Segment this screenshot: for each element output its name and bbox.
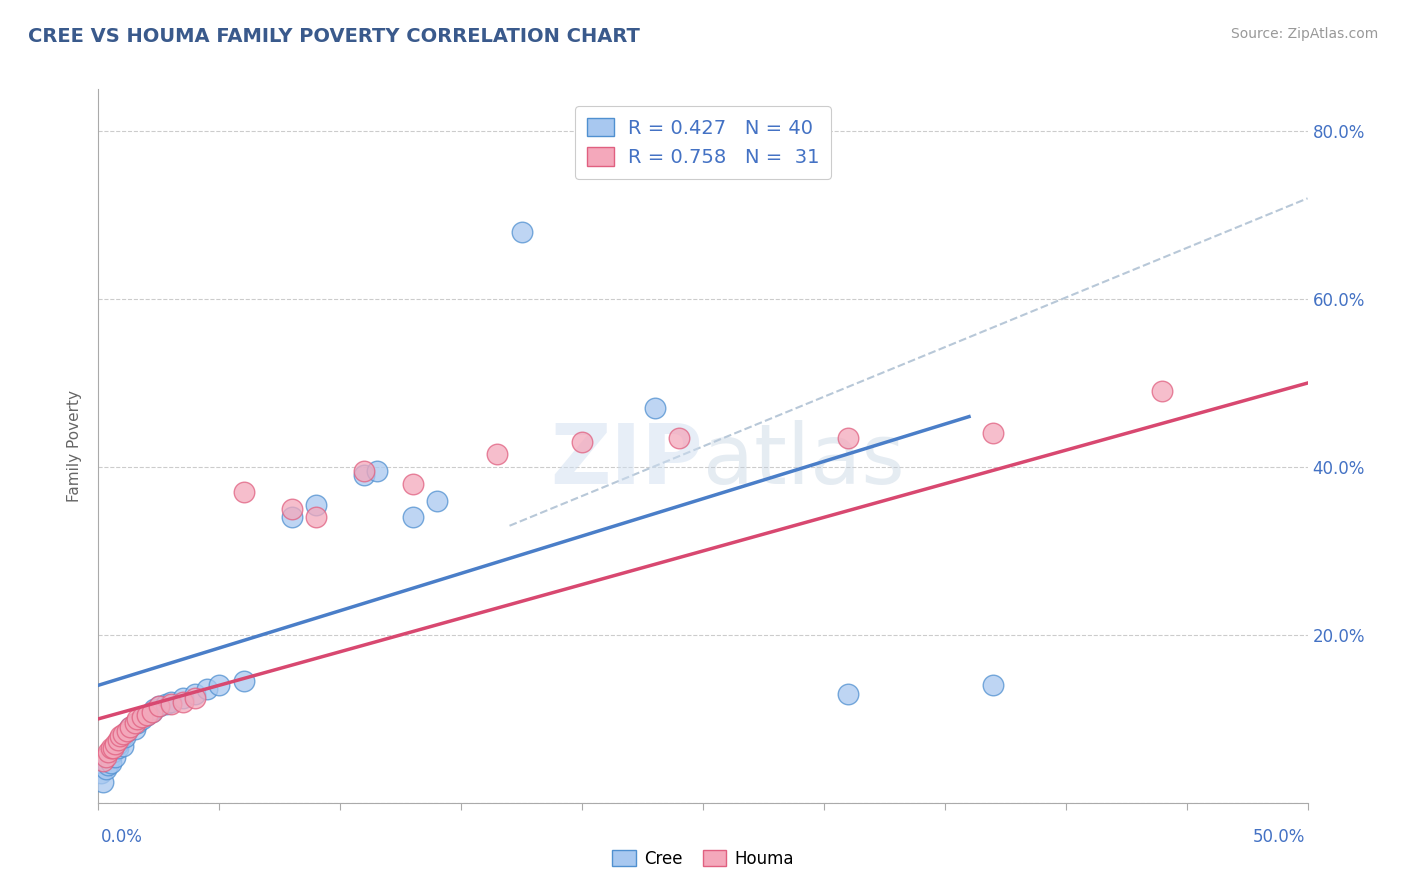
Point bbox=[107, 732, 129, 747]
Point bbox=[100, 756, 122, 770]
Point bbox=[143, 702, 166, 716]
Point bbox=[91, 774, 114, 789]
Point bbox=[127, 712, 149, 726]
Point bbox=[91, 754, 114, 768]
Point bbox=[131, 710, 153, 724]
Point bbox=[117, 724, 139, 739]
Point bbox=[571, 434, 593, 449]
Point bbox=[108, 732, 131, 747]
Point bbox=[160, 695, 183, 709]
Point bbox=[981, 426, 1004, 441]
Point bbox=[305, 510, 328, 524]
Point bbox=[124, 716, 146, 731]
Point bbox=[668, 431, 690, 445]
Point bbox=[135, 707, 157, 722]
Point bbox=[184, 690, 207, 705]
Text: atlas: atlas bbox=[703, 420, 904, 500]
Point bbox=[107, 741, 129, 756]
Point bbox=[305, 498, 328, 512]
Point bbox=[232, 485, 254, 500]
Point bbox=[402, 510, 425, 524]
Point bbox=[118, 720, 141, 734]
Point bbox=[208, 678, 231, 692]
Point bbox=[97, 746, 120, 760]
Point bbox=[232, 674, 254, 689]
Point bbox=[104, 749, 127, 764]
Point bbox=[124, 722, 146, 736]
Point bbox=[135, 707, 157, 722]
Point bbox=[510, 225, 533, 239]
Point bbox=[353, 468, 375, 483]
Point bbox=[981, 678, 1004, 692]
Point bbox=[644, 401, 666, 416]
Text: ZIP: ZIP bbox=[551, 420, 703, 500]
Point bbox=[101, 741, 124, 756]
Point bbox=[114, 731, 136, 745]
Point bbox=[94, 762, 117, 776]
Point bbox=[111, 729, 134, 743]
Point bbox=[141, 705, 163, 719]
Point bbox=[141, 705, 163, 719]
Point bbox=[127, 716, 149, 731]
Point bbox=[97, 758, 120, 772]
Point bbox=[172, 695, 194, 709]
Point bbox=[104, 737, 127, 751]
Text: 0.0%: 0.0% bbox=[101, 828, 143, 846]
Point bbox=[402, 476, 425, 491]
Text: 50.0%: 50.0% bbox=[1253, 828, 1305, 846]
Point bbox=[1152, 384, 1174, 399]
Point bbox=[281, 502, 304, 516]
Point bbox=[94, 749, 117, 764]
Point bbox=[90, 766, 112, 780]
Point bbox=[195, 682, 218, 697]
Point bbox=[117, 724, 139, 739]
Point bbox=[100, 741, 122, 756]
Point bbox=[837, 687, 859, 701]
Point bbox=[107, 737, 129, 751]
Point bbox=[108, 729, 131, 743]
Point bbox=[426, 493, 449, 508]
Point bbox=[160, 697, 183, 711]
Point bbox=[837, 431, 859, 445]
Point bbox=[148, 699, 170, 714]
Legend: Cree, Houma: Cree, Houma bbox=[606, 844, 800, 875]
Point bbox=[100, 749, 122, 764]
Point bbox=[353, 464, 375, 478]
Point bbox=[101, 746, 124, 760]
Point bbox=[184, 687, 207, 701]
Legend: R = 0.427   N = 40, R = 0.758   N =  31: R = 0.427 N = 40, R = 0.758 N = 31 bbox=[575, 106, 831, 179]
Point bbox=[155, 697, 177, 711]
Point bbox=[131, 712, 153, 726]
Point bbox=[172, 690, 194, 705]
Text: Source: ZipAtlas.com: Source: ZipAtlas.com bbox=[1230, 27, 1378, 41]
Text: CREE VS HOUMA FAMILY POVERTY CORRELATION CHART: CREE VS HOUMA FAMILY POVERTY CORRELATION… bbox=[28, 27, 640, 45]
Point bbox=[486, 447, 509, 461]
Point bbox=[148, 699, 170, 714]
Point bbox=[111, 727, 134, 741]
Y-axis label: Family Poverty: Family Poverty bbox=[67, 390, 83, 502]
Point bbox=[281, 510, 304, 524]
Point bbox=[366, 464, 388, 478]
Point bbox=[118, 720, 141, 734]
Point bbox=[111, 739, 134, 753]
